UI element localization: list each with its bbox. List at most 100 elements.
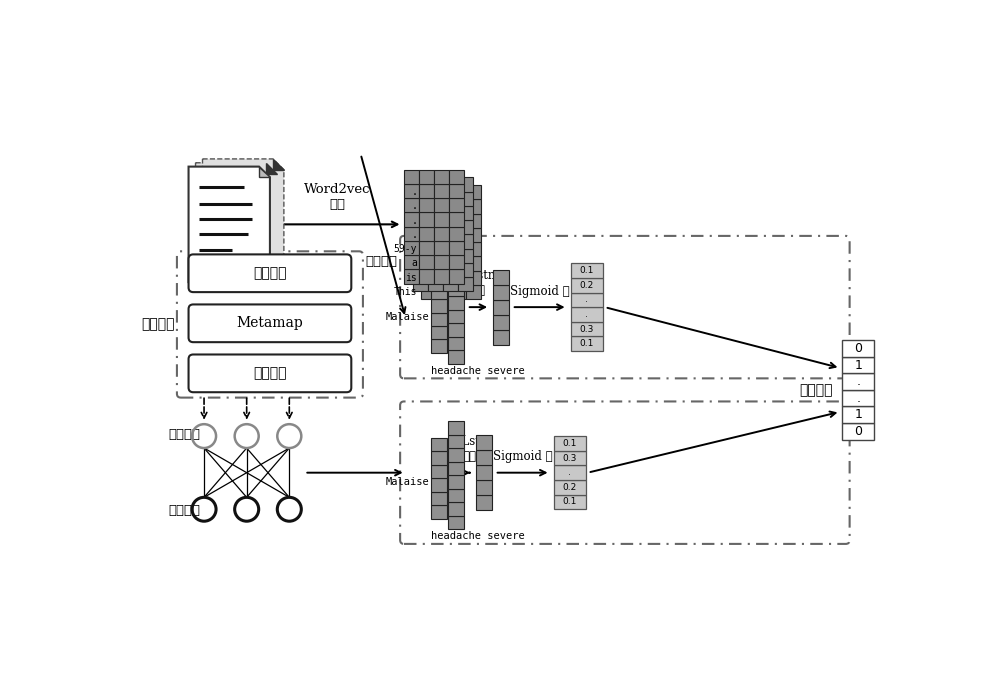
Bar: [404, 184, 419, 198]
Bar: [449, 184, 464, 198]
Text: 症状抚取: 症状抚取: [141, 318, 175, 331]
Text: 0.2: 0.2: [580, 280, 594, 289]
Bar: [448, 269, 464, 283]
Text: 0: 0: [854, 342, 862, 355]
Bar: [431, 478, 447, 491]
Bar: [458, 192, 473, 206]
Text: 疾病标签: 疾病标签: [168, 504, 200, 517]
Bar: [458, 277, 473, 291]
Bar: [434, 198, 449, 212]
Text: .: .: [856, 391, 860, 404]
Bar: [419, 198, 434, 212]
Bar: [436, 228, 451, 242]
Bar: [431, 438, 447, 451]
Bar: [419, 227, 434, 241]
Bar: [436, 199, 451, 214]
Bar: [448, 435, 464, 449]
Text: .: .: [568, 469, 571, 477]
Bar: [448, 256, 464, 269]
Bar: [434, 269, 449, 284]
Text: 加权组合: 加权组合: [799, 383, 833, 397]
Polygon shape: [266, 163, 277, 174]
Bar: [448, 449, 464, 462]
Text: Malaise: Malaise: [386, 311, 430, 322]
Bar: [571, 278, 603, 293]
Bar: [421, 271, 436, 285]
Bar: [431, 299, 447, 313]
Bar: [458, 177, 473, 192]
Text: 0.1: 0.1: [580, 339, 594, 348]
Bar: [458, 206, 473, 220]
Bar: [431, 326, 447, 340]
Text: .: .: [585, 310, 588, 319]
Bar: [404, 241, 419, 255]
Bar: [428, 277, 443, 291]
Text: 症状实体: 症状实体: [365, 255, 397, 268]
Bar: [451, 214, 466, 228]
Bar: [419, 169, 434, 184]
Text: 0.2: 0.2: [563, 483, 577, 492]
Text: 1: 1: [854, 409, 862, 421]
Bar: [466, 199, 481, 214]
Bar: [431, 464, 447, 478]
Bar: [421, 199, 436, 214]
Text: 0.1: 0.1: [563, 497, 577, 506]
Bar: [413, 234, 428, 249]
Bar: [842, 340, 874, 357]
Bar: [554, 436, 586, 451]
Bar: [466, 285, 481, 299]
Bar: [421, 214, 436, 228]
Bar: [448, 502, 464, 516]
Bar: [431, 451, 447, 464]
Bar: [448, 350, 464, 364]
Bar: [428, 206, 443, 220]
Bar: [451, 242, 466, 256]
Text: Malaise: Malaise: [386, 477, 430, 487]
Text: BiLstm
模型: BiLstm 模型: [457, 269, 499, 297]
Bar: [434, 169, 449, 184]
Bar: [431, 491, 447, 505]
Bar: [554, 465, 586, 480]
Text: Sigmoid 层: Sigmoid 层: [510, 285, 569, 298]
Bar: [451, 285, 466, 299]
Text: .: .: [585, 296, 588, 305]
Bar: [448, 422, 464, 435]
Text: 文本过滤: 文本过滤: [253, 266, 287, 280]
Bar: [431, 272, 447, 285]
Bar: [428, 234, 443, 249]
Bar: [428, 220, 443, 234]
Bar: [493, 285, 509, 300]
Bar: [476, 495, 492, 511]
Bar: [571, 336, 603, 351]
Bar: [436, 256, 451, 271]
Bar: [413, 249, 428, 263]
Bar: [428, 192, 443, 206]
Bar: [842, 390, 874, 407]
Bar: [458, 220, 473, 234]
Bar: [476, 435, 492, 450]
Bar: [434, 241, 449, 255]
Text: .: .: [411, 230, 417, 240]
Bar: [431, 313, 447, 326]
Bar: [443, 220, 458, 234]
Text: a: a: [411, 258, 417, 269]
Bar: [449, 241, 464, 255]
Bar: [443, 234, 458, 249]
Bar: [431, 505, 447, 519]
Bar: [436, 242, 451, 256]
Bar: [571, 307, 603, 322]
Polygon shape: [189, 167, 270, 282]
Bar: [448, 489, 464, 502]
Polygon shape: [196, 163, 277, 278]
Bar: [466, 271, 481, 285]
Bar: [421, 242, 436, 256]
Bar: [436, 214, 451, 228]
Bar: [842, 407, 874, 423]
Text: 0.1: 0.1: [580, 266, 594, 275]
Bar: [466, 214, 481, 228]
Bar: [448, 462, 464, 475]
Text: headache severe: headache severe: [431, 366, 525, 376]
Bar: [449, 269, 464, 284]
Bar: [419, 241, 434, 255]
Text: .: .: [856, 375, 860, 388]
